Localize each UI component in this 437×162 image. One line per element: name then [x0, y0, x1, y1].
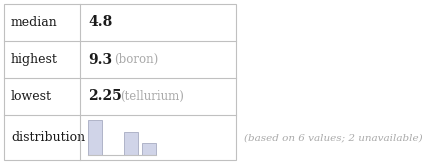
Text: 4.8: 4.8	[88, 16, 112, 29]
Text: highest: highest	[11, 53, 58, 66]
Bar	[88, 120, 102, 155]
Bar	[4, 4, 236, 160]
Text: 9.3: 9.3	[88, 52, 112, 66]
Text: distribution: distribution	[11, 131, 85, 144]
Text: (based on 6 values; 2 unavailable): (based on 6 values; 2 unavailable)	[244, 133, 423, 142]
Text: (tellurium): (tellurium)	[120, 90, 184, 103]
Text: median: median	[11, 16, 58, 29]
Text: lowest: lowest	[11, 90, 52, 103]
Bar	[142, 143, 156, 155]
Text: 2.25: 2.25	[88, 89, 122, 104]
Bar	[124, 132, 138, 155]
Text: (boron): (boron)	[114, 53, 158, 66]
